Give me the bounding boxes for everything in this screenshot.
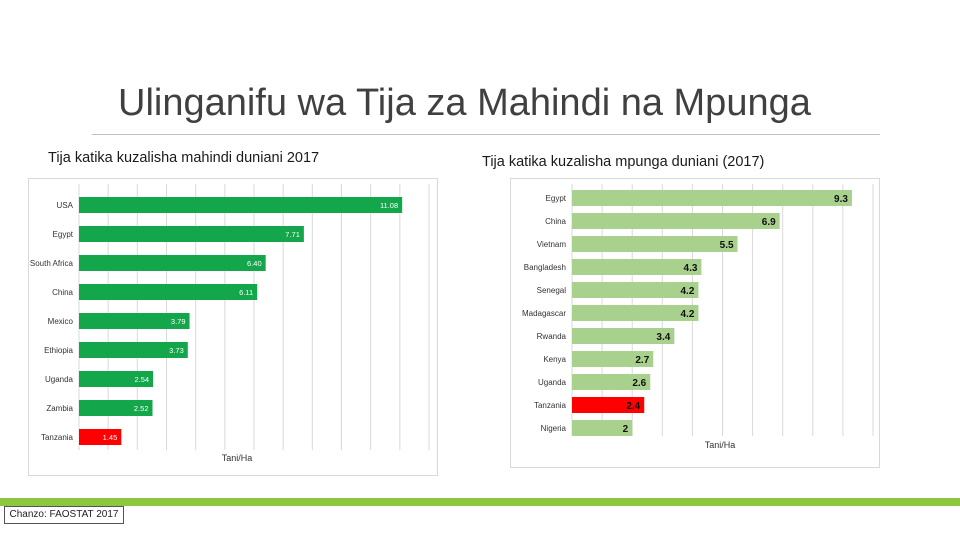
- rice-category-label: Madagascar: [522, 309, 566, 318]
- maize-x-axis-label: Tani/Ha: [222, 453, 253, 463]
- rice-bar-bangladesh: [572, 259, 702, 275]
- rice-bar-madagascar: [572, 305, 699, 321]
- rice-category-label: Senegal: [537, 286, 567, 295]
- slide-title: Ulinganifu wa Tija za Mahindi na Mpunga: [118, 82, 811, 124]
- rice-bar-egypt: [572, 190, 852, 206]
- maize-value-label: 3.73: [169, 346, 184, 355]
- maize-value-label: 3.79: [171, 317, 186, 326]
- rice-value-label: 5.5: [720, 240, 734, 251]
- rice-bar-china: [572, 213, 780, 229]
- source-note: Chanzo: FAOSTAT 2017: [4, 506, 124, 524]
- maize-value-label: 1.45: [103, 433, 118, 442]
- maize-bar-uganda: [79, 371, 154, 387]
- rice-x-axis-label: Tani/Ha: [705, 440, 736, 450]
- maize-value-label: 11.08: [380, 201, 398, 210]
- maize-bar-south-africa: [79, 255, 266, 271]
- rice-value-label: 2.6: [632, 378, 646, 389]
- maize-value-label: 2.54: [134, 375, 149, 384]
- maize-category-label: USA: [57, 201, 74, 210]
- rice-bar-rwanda: [572, 328, 675, 344]
- rice-value-label: 2: [623, 424, 629, 435]
- maize-category-label: South Africa: [30, 259, 74, 268]
- rice-bar-uganda: [572, 374, 651, 390]
- rice-category-label: Rwanda: [537, 332, 567, 341]
- maize-bar-zambia: [79, 400, 153, 416]
- maize-bar-mexico: [79, 313, 190, 329]
- rice-value-label: 4.3: [684, 263, 698, 274]
- maize-category-label: Mexico: [48, 317, 74, 326]
- maize-category-label: Tanzania: [41, 433, 74, 442]
- maize-bar-egypt: [79, 226, 304, 242]
- rice-value-label: 2.7: [635, 355, 649, 366]
- rice-category-label: Kenya: [543, 355, 566, 364]
- maize-value-label: 6.40: [247, 259, 262, 268]
- rice-value-label: 3.4: [656, 332, 670, 343]
- rice-bar-vietnam: [572, 236, 738, 252]
- maize-chart-title: Tija katika kuzalisha mahindi duniani 20…: [48, 150, 320, 166]
- rice-value-label: 6.9: [762, 217, 776, 228]
- rice-value-label: 4.2: [681, 309, 695, 320]
- maize-value-label: 6.11: [239, 288, 253, 297]
- rice-bar-nigeria: [572, 420, 633, 436]
- rice-bar-kenya: [572, 351, 654, 367]
- footer-accent-bar: [0, 498, 960, 506]
- maize-category-label: Uganda: [45, 375, 74, 384]
- maize-category-label: Zambia: [46, 404, 73, 413]
- rice-value-label: 2.4: [626, 401, 640, 412]
- maize-category-label: Ethiopia: [44, 346, 73, 355]
- rice-category-label: Egypt: [546, 194, 567, 203]
- maize-bar-ethiopia: [79, 342, 188, 358]
- rice-value-label: 9.3: [834, 194, 848, 205]
- maize-bar-china: [79, 284, 258, 300]
- rice-category-label: Uganda: [538, 378, 567, 387]
- maize-category-label: China: [52, 288, 73, 297]
- rice-chart-title: Tija katika kuzalisha mpunga duniani (20…: [482, 154, 765, 170]
- rice-value-label: 4.2: [681, 286, 695, 297]
- rice-category-label: Bangladesh: [524, 263, 566, 272]
- rice-category-label: Vietnam: [537, 240, 567, 249]
- maize-value-label: 2.52: [134, 404, 149, 413]
- top-bar: [0, 0, 960, 8]
- maize-bar-tanzania: [79, 429, 122, 445]
- rice-bar-tanzania: [572, 397, 645, 413]
- title-divider: [92, 134, 880, 135]
- rice-bar-senegal: [572, 282, 699, 298]
- maize-value-label: 7.71: [285, 230, 300, 239]
- rice-category-label: Tanzania: [534, 401, 567, 410]
- rice-category-label: Nigeria: [541, 424, 567, 433]
- rice-category-label: China: [545, 217, 566, 226]
- maize-category-label: Egypt: [53, 230, 74, 239]
- maize-bar-usa: [79, 197, 403, 213]
- footer-area: [0, 506, 960, 540]
